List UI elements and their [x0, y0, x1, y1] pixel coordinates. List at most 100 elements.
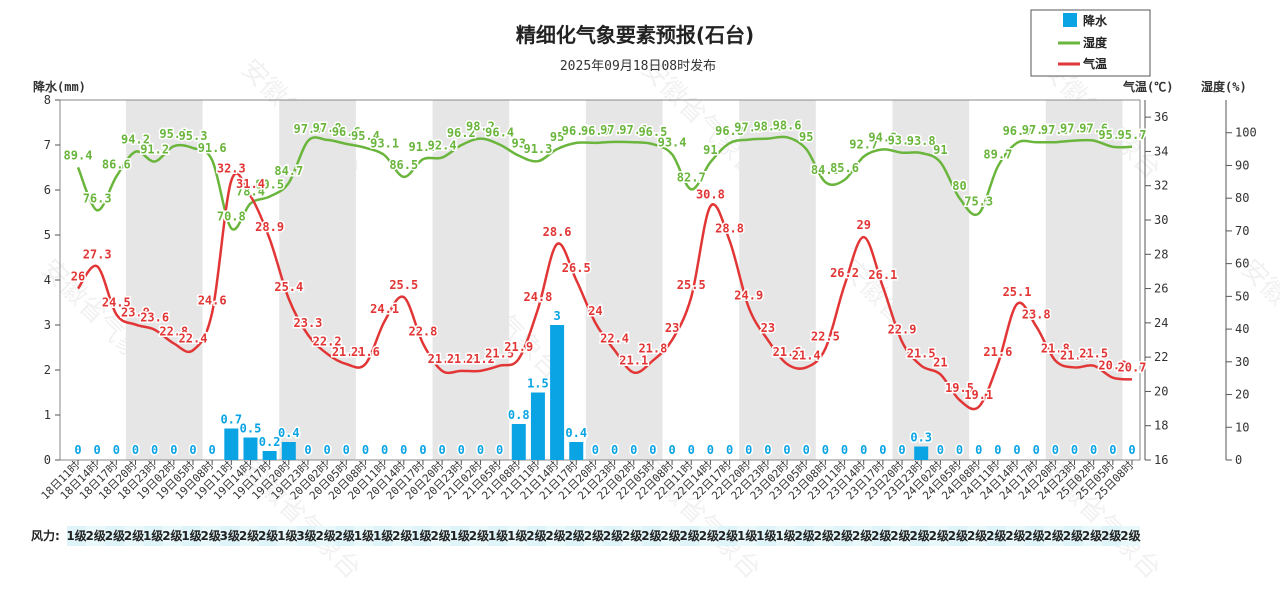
wind-cell: 2级	[1120, 528, 1140, 543]
precip-data-label: 0.3	[910, 431, 932, 445]
precip-data-label: 0	[860, 443, 867, 457]
precip-tick-label: 4	[44, 273, 51, 287]
temperature-data-label: 21.4	[792, 348, 821, 362]
temperature-data-label: 25.5	[677, 278, 706, 292]
wind-cell-bg	[775, 526, 796, 546]
precip-tick-label: 1	[44, 408, 51, 422]
temperature-data-label: 26	[71, 270, 85, 284]
wind-cell: 2级	[680, 528, 700, 543]
humidity-tick-label: 50	[1235, 289, 1249, 303]
precip-data-label: 0	[803, 443, 810, 457]
humidity-tick-label: 30	[1235, 355, 1249, 369]
humidity-data-label: 96.5	[638, 125, 667, 139]
humidity-data-label: 98.2	[753, 120, 782, 134]
wind-cell-bg	[392, 526, 412, 546]
wind-cell-bg	[277, 526, 297, 546]
humidity-tick-label: 80	[1235, 191, 1249, 205]
temperature-data-label: 21.8	[1041, 342, 1070, 356]
wind-cell-bg	[986, 526, 1006, 546]
legend: 降水 湿度 气温	[1030, 9, 1151, 77]
temperature-data-label: 24	[588, 304, 602, 318]
temperature-data-label: 25.5	[389, 278, 418, 292]
temperature-data-label: 24.1	[370, 302, 399, 316]
humidity-data-label: 82.7	[677, 170, 706, 184]
precip-data-label: 0	[592, 443, 599, 457]
wind-cell: 2级	[565, 528, 585, 543]
wind-cell-bg	[546, 526, 566, 546]
precip-data-label: 0	[841, 443, 848, 457]
humidity-data-label: 96.9	[1003, 124, 1032, 138]
precip-data-label: 0	[726, 443, 733, 457]
night-band	[892, 100, 970, 460]
humidity-data-label: 95.7	[1118, 128, 1147, 142]
humidity-tick-label: 10	[1235, 420, 1249, 434]
temperature-data-label: 24.5	[102, 295, 131, 309]
wind-cell: 2级	[660, 528, 680, 543]
wind-cell: 1级	[450, 528, 470, 543]
wind-cell-bg	[143, 526, 163, 546]
humidity-line	[76, 135, 1133, 231]
precip-bar	[281, 442, 296, 460]
wind-cell-bg	[67, 526, 87, 546]
temperature-data-label: 26.2	[830, 266, 859, 280]
temperature-tick-label: 34	[1154, 144, 1168, 158]
temperature-tick-label: 18	[1154, 419, 1168, 433]
precip-data-label: 0	[1090, 443, 1097, 457]
wind-cell: 1级	[181, 528, 201, 543]
precip-data-label: 0.4	[278, 426, 300, 440]
humidity-data-label: 91	[703, 143, 717, 157]
temperature-data-label: 22.8	[408, 324, 437, 338]
wind-cell: 3级	[296, 528, 316, 543]
chart-subtitle: 2025年09月18日08时发布	[560, 58, 716, 74]
night-band	[125, 100, 203, 460]
humidity-data-label: 93.1	[370, 136, 399, 150]
wind-cell-bg	[488, 526, 508, 546]
temperature-data-label: 32.3	[217, 162, 246, 176]
humidity-data-label: 95	[799, 130, 813, 144]
wind-cell-bg	[1044, 526, 1064, 546]
precip-bar	[511, 424, 526, 460]
wind-cell-bg	[450, 526, 470, 546]
wind-cell-bg	[201, 526, 221, 546]
precip-data-label: 0	[1071, 443, 1078, 457]
precip-data-label: 0.7	[220, 413, 242, 427]
precip-data-label: 0	[630, 443, 637, 457]
precip-data-label: 0	[994, 443, 1001, 457]
precip-bar	[569, 442, 584, 460]
wind-cell-bg	[1101, 526, 1121, 546]
wind-cell-bg	[948, 526, 968, 546]
wind-cell: 2级	[718, 528, 738, 543]
wind-cell: 2级	[948, 528, 968, 543]
temperature-tick-label: 36	[1154, 110, 1168, 124]
humidity-data-label: 76.3	[83, 191, 112, 205]
wind-cell-bg	[296, 526, 317, 546]
wind-cell-bg	[105, 526, 125, 546]
temperature-data-label: 21.6	[983, 345, 1012, 359]
wind-cell-bg	[852, 526, 872, 546]
wind-cell: 2级	[86, 528, 106, 543]
precip-data-label: 1.5	[527, 377, 549, 391]
precip-data-label: 0.8	[508, 408, 530, 422]
wind-cell: 1级	[66, 528, 86, 543]
wind-cell: 2级	[929, 528, 949, 543]
humidity-tick-label: 90	[1235, 158, 1249, 172]
wind-cell: 2级	[852, 528, 872, 543]
wind-cell: 2级	[584, 528, 604, 543]
temperature-data-label: 21.1	[619, 354, 648, 368]
wind-cell: 2级	[526, 528, 546, 543]
humidity-data-label: 97.8	[313, 121, 342, 135]
humidity-data-label: 75.3	[964, 195, 993, 209]
wind-cell: 2级	[545, 528, 565, 543]
temperature-data-label: 23.9	[121, 306, 150, 320]
humidity-data-label: 89.4	[64, 148, 93, 162]
wind-cell-bg	[871, 526, 891, 546]
precip-data-label: 0	[419, 443, 426, 457]
precip-data-label: 0	[783, 443, 790, 457]
precip-bar	[550, 325, 565, 460]
temperature-data-label: 22.4	[600, 331, 629, 345]
temperature-data-label: 20.8	[1098, 359, 1127, 373]
night-band	[739, 100, 816, 460]
humidity-data-label: 78.4	[236, 184, 265, 198]
legend-precip-swatch	[1063, 13, 1077, 27]
temperature-data-label: 21.8	[638, 342, 667, 356]
